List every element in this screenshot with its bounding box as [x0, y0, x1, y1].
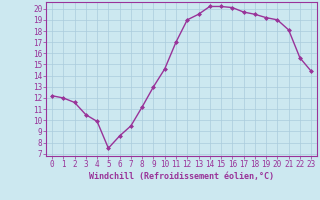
X-axis label: Windchill (Refroidissement éolien,°C): Windchill (Refroidissement éolien,°C)	[89, 172, 274, 181]
